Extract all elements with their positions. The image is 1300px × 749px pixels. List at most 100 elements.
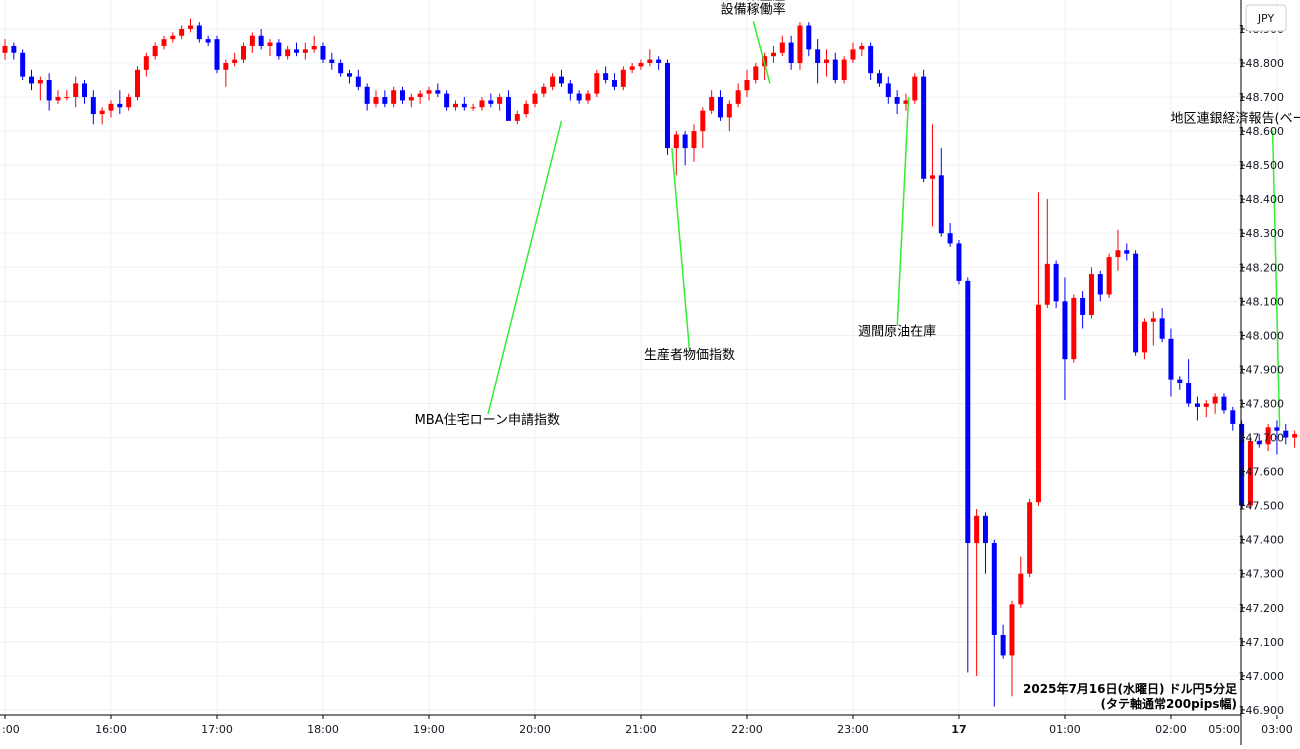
candle-body xyxy=(612,80,617,87)
annotation-label: MBA住宅ローン申請指数 xyxy=(415,413,560,428)
candle-body xyxy=(921,77,926,179)
candle-body xyxy=(153,46,158,56)
candle-body xyxy=(780,43,785,53)
candle xyxy=(382,90,387,107)
candle xyxy=(506,90,511,121)
candle xyxy=(912,73,917,104)
candle-body xyxy=(797,26,802,63)
candle-body xyxy=(1221,397,1226,411)
candle-body xyxy=(347,73,352,76)
candle xyxy=(1283,424,1288,444)
candle-body xyxy=(471,107,476,108)
y-tick-label: 147.600 xyxy=(1239,466,1285,479)
candle-body xyxy=(683,134,688,148)
candle xyxy=(1036,192,1041,505)
candle xyxy=(515,111,520,125)
candle-body xyxy=(276,43,281,57)
candle-body xyxy=(1027,502,1032,574)
candle-body xyxy=(259,36,264,46)
candle xyxy=(842,56,847,83)
y-tick-label: 148.500 xyxy=(1239,159,1285,172)
x-tick-label: 19:00 xyxy=(413,723,445,736)
candle-body xyxy=(188,26,193,29)
candle-body xyxy=(64,97,69,98)
candle-body xyxy=(1195,403,1200,406)
candle-body xyxy=(126,97,131,107)
candle-body xyxy=(453,104,458,107)
candle xyxy=(824,49,829,76)
candle-body xyxy=(877,73,882,83)
candle-body xyxy=(744,80,749,90)
candle-body xyxy=(1213,397,1218,404)
candle xyxy=(1089,267,1094,318)
candle xyxy=(453,100,458,110)
candle xyxy=(144,53,149,77)
candle-body xyxy=(117,104,122,107)
y-tick-label: 148.600 xyxy=(1239,125,1285,138)
candle-body xyxy=(1168,339,1173,380)
candle-body xyxy=(1054,264,1059,301)
currency-box[interactable]: JPY xyxy=(1246,5,1286,31)
candle xyxy=(559,70,564,87)
candle-body xyxy=(665,63,670,148)
candle xyxy=(20,49,25,80)
candle-body xyxy=(1071,298,1076,359)
candle-body xyxy=(214,39,219,70)
candle-body xyxy=(241,46,246,60)
candle-body xyxy=(338,63,343,73)
candle-body xyxy=(108,104,113,111)
candle-body xyxy=(100,111,105,114)
candle-body xyxy=(197,26,202,40)
annotation-leader-line xyxy=(1273,130,1280,427)
x-tick-label: 22:00 xyxy=(731,723,763,736)
candle-body xyxy=(426,90,431,93)
candle-body xyxy=(1274,427,1279,430)
candle-body xyxy=(1018,574,1023,605)
candle-body xyxy=(736,90,741,104)
x-tick-label: 20:00 xyxy=(519,723,551,736)
candle-body xyxy=(965,281,970,543)
candle-body xyxy=(418,94,423,97)
candle-body xyxy=(47,80,52,100)
candle xyxy=(170,32,175,42)
candle-body xyxy=(983,516,988,543)
candle xyxy=(365,83,370,110)
candle xyxy=(992,540,997,707)
candle xyxy=(700,107,705,148)
candle-body xyxy=(568,83,573,93)
candle-body xyxy=(868,46,873,73)
candle xyxy=(153,43,158,60)
candle-body xyxy=(1151,318,1156,321)
candle-body xyxy=(585,94,590,101)
candle-body xyxy=(638,63,643,66)
candle-body xyxy=(400,90,405,100)
x-tick-label: 23:00 xyxy=(837,723,869,736)
candle xyxy=(471,104,476,111)
candle xyxy=(444,90,449,110)
candle-body xyxy=(506,97,511,121)
candle xyxy=(1221,393,1226,413)
candle-body xyxy=(1098,274,1103,294)
x-tick-label: 18:00 xyxy=(307,723,339,736)
event-annotation: 鉱工業生産設備稼働率 xyxy=(721,0,786,83)
candle xyxy=(82,80,87,104)
x-tick-label: 01:00 xyxy=(1049,723,1081,736)
y-tick-label: 147.400 xyxy=(1239,534,1285,547)
candle-body xyxy=(727,104,732,118)
candle xyxy=(691,124,696,161)
candle xyxy=(29,70,34,90)
candle-body xyxy=(1115,250,1120,257)
candle xyxy=(391,87,396,107)
candle xyxy=(1018,557,1023,608)
y-tick-label: 147.200 xyxy=(1239,602,1285,615)
candle-body xyxy=(55,97,60,100)
y-tick-label: 148.700 xyxy=(1239,91,1285,104)
x-tick-label: 21:00 xyxy=(625,723,657,736)
x-tick-label: :00 xyxy=(2,723,20,736)
candle-body xyxy=(462,104,467,107)
annotation-label: 地区連銀経済報告(ベージュブック) xyxy=(1171,110,1300,126)
candle xyxy=(965,277,970,672)
candle-body xyxy=(1124,250,1129,253)
candle xyxy=(1195,397,1200,421)
